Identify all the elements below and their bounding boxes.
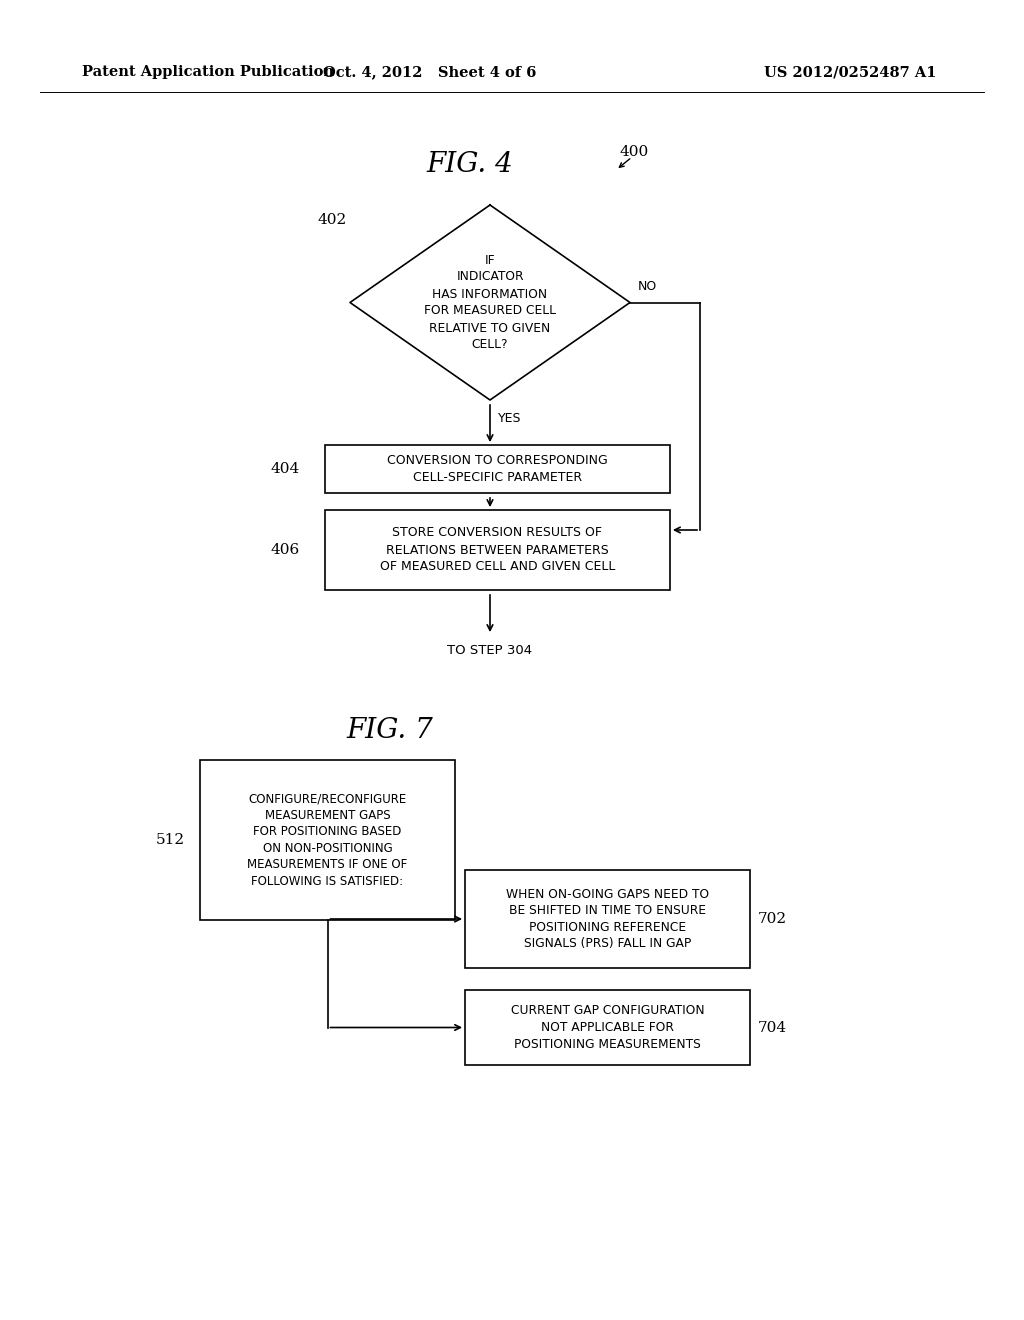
Text: 404: 404: [270, 462, 300, 477]
Text: US 2012/0252487 A1: US 2012/0252487 A1: [764, 65, 936, 79]
Text: WHEN ON-GOING GAPS NEED TO
BE SHIFTED IN TIME TO ENSURE
POSITIONING REFERENCE
SI: WHEN ON-GOING GAPS NEED TO BE SHIFTED IN…: [506, 888, 709, 950]
Text: 400: 400: [620, 145, 649, 158]
Text: STORE CONVERSION RESULTS OF
RELATIONS BETWEEN PARAMETERS
OF MEASURED CELL AND GI: STORE CONVERSION RESULTS OF RELATIONS BE…: [380, 527, 615, 573]
Text: TO STEP 304: TO STEP 304: [447, 644, 532, 656]
Text: 512: 512: [156, 833, 185, 847]
Text: FIG. 4: FIG. 4: [427, 152, 513, 178]
FancyBboxPatch shape: [325, 510, 670, 590]
Text: 406: 406: [270, 543, 300, 557]
FancyBboxPatch shape: [465, 990, 750, 1065]
Text: 702: 702: [758, 912, 787, 927]
Text: 402: 402: [318, 213, 347, 227]
Text: CONVERSION TO CORRESPONDING
CELL-SPECIFIC PARAMETER: CONVERSION TO CORRESPONDING CELL-SPECIFI…: [387, 454, 608, 484]
Text: YES: YES: [498, 412, 521, 425]
Text: 704: 704: [758, 1020, 787, 1035]
Text: FIG. 7: FIG. 7: [347, 717, 433, 743]
Text: NO: NO: [638, 280, 657, 293]
Text: Patent Application Publication: Patent Application Publication: [82, 65, 334, 79]
Text: Oct. 4, 2012   Sheet 4 of 6: Oct. 4, 2012 Sheet 4 of 6: [324, 65, 537, 79]
FancyBboxPatch shape: [465, 870, 750, 968]
Text: CURRENT GAP CONFIGURATION
NOT APPLICABLE FOR
POSITIONING MEASUREMENTS: CURRENT GAP CONFIGURATION NOT APPLICABLE…: [511, 1005, 705, 1051]
FancyBboxPatch shape: [325, 445, 670, 492]
FancyBboxPatch shape: [200, 760, 455, 920]
Text: CONFIGURE/RECONFIGURE
MEASUREMENT GAPS
FOR POSITIONING BASED
ON NON-POSITIONING
: CONFIGURE/RECONFIGURE MEASUREMENT GAPS F…: [248, 792, 408, 888]
Text: IF
INDICATOR
HAS INFORMATION
FOR MEASURED CELL
RELATIVE TO GIVEN
CELL?: IF INDICATOR HAS INFORMATION FOR MEASURE…: [424, 253, 556, 351]
